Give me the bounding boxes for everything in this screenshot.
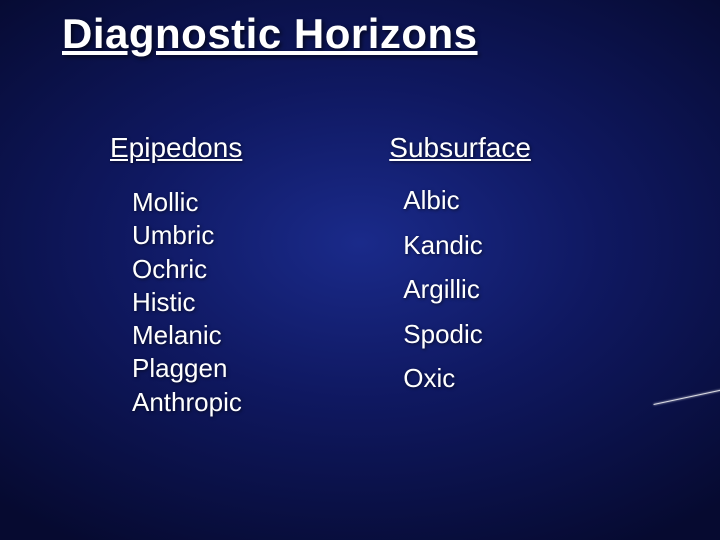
list-item: Ochric [132,253,389,286]
slide: Diagnostic Horizons Epipedons Mollic Umb… [0,0,720,540]
epipedons-list: Mollic Umbric Ochric Histic Melanic Plag… [110,186,389,419]
list-item: Histic [132,286,389,319]
epipedons-column: Epipedons Mollic Umbric Ochric Histic Me… [110,132,389,419]
list-item: Melanic [132,319,389,352]
decorative-streak [653,389,720,405]
list-item: Umbric [132,219,389,252]
list-item: Kandic [403,231,630,260]
list-item: Anthropic [132,386,389,419]
list-item: Spodic [403,320,630,349]
slide-title: Diagnostic Horizons [62,10,478,58]
subsurface-column: Subsurface Albic Kandic Argillic Spodic … [389,132,630,419]
subsurface-list: Albic Kandic Argillic Spodic Oxic [389,186,630,393]
list-item: Albic [403,186,630,215]
list-item: Mollic [132,186,389,219]
list-item: Argillic [403,275,630,304]
epipedons-header: Epipedons [110,132,389,164]
columns-container: Epipedons Mollic Umbric Ochric Histic Me… [110,132,630,419]
list-item: Oxic [403,364,630,393]
subsurface-header: Subsurface [389,132,630,164]
list-item: Plaggen [132,352,389,385]
